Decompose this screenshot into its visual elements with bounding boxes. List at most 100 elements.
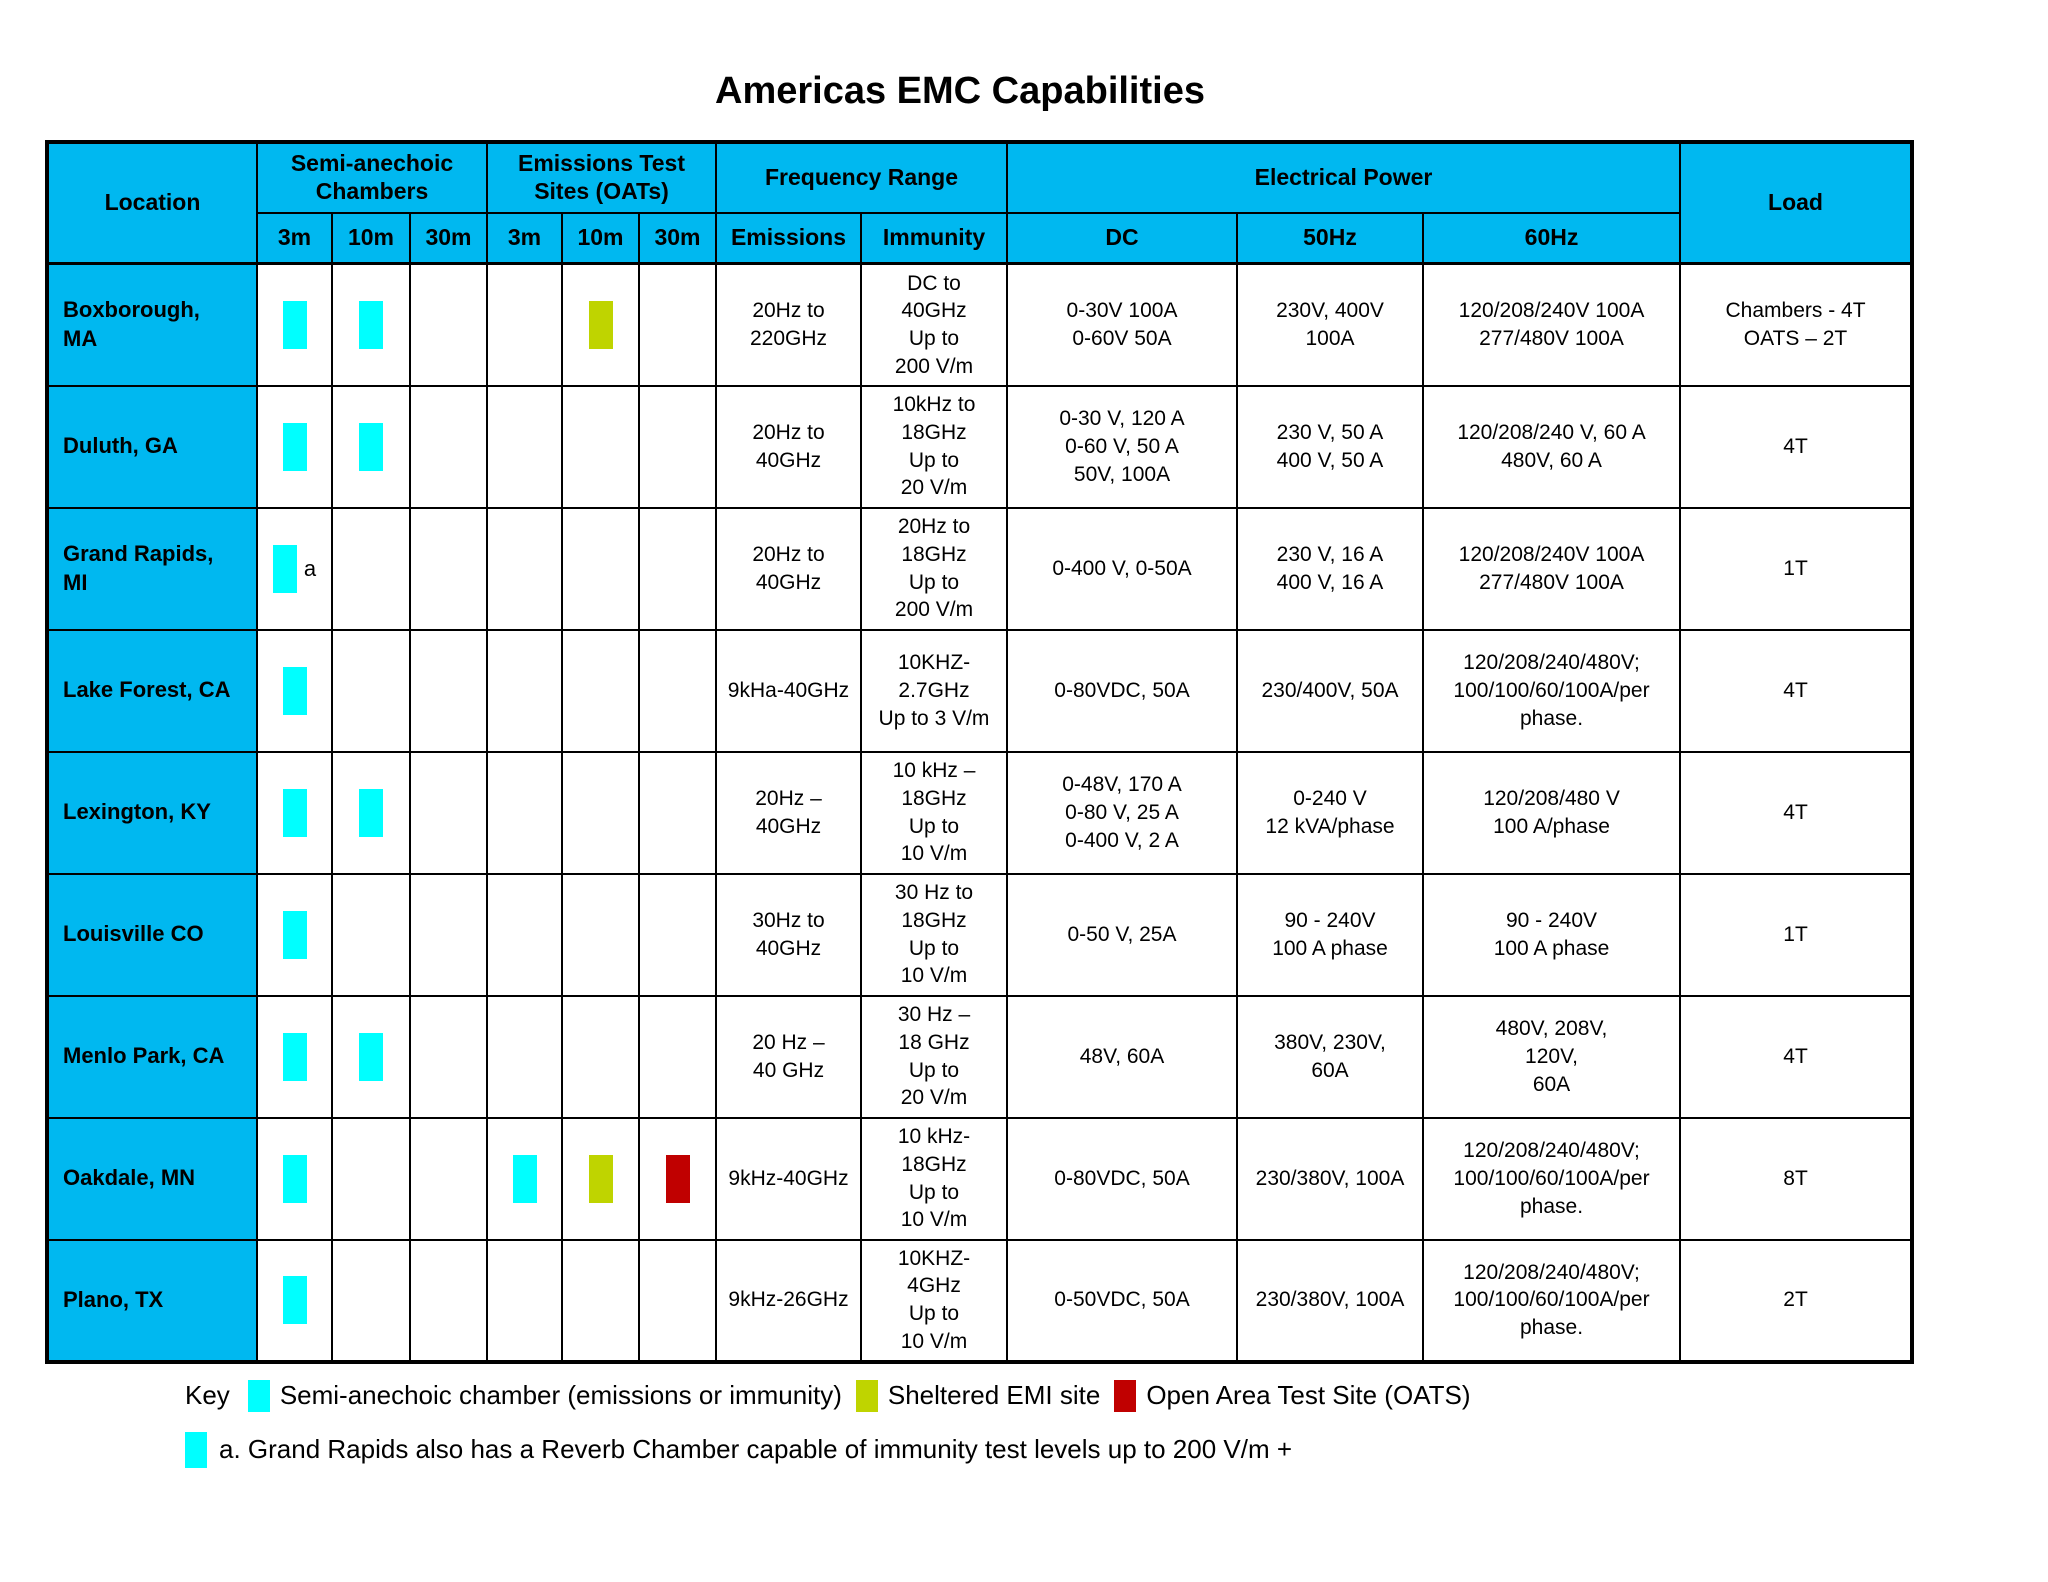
oats-30m-header: 30m [638,211,717,266]
sheltered-emi-marker [588,1154,613,1203]
immunity-cell: 20Hz to 18GHz Up to 200 V/m [860,506,1008,631]
location-cell: Boxborough, MA [46,262,258,387]
dc-header: DC [1006,211,1238,266]
location-cell: Grand Rapids, MI [46,506,258,631]
60hz-cell: 120/208/240 V, 60 A 480V, 60 A [1421,384,1682,509]
legend-key-label: Key [185,1380,230,1411]
oats-30m-cell [638,506,717,631]
emissions-cell: 20Hz – 40GHz [715,750,862,875]
chamber-marker [359,788,383,837]
dc-cell: 0-80VDC, 50A [1006,628,1238,753]
location-cell: Lexington, KY [46,750,258,875]
chamber-marker [272,544,297,593]
oats-10m-cell [561,750,640,875]
location-cell: Plano, TX [46,1238,258,1363]
oats-10m-cell [561,1116,640,1241]
dc-cell: 0-400 V, 0-50A [1006,506,1238,631]
sac-30m-cell [409,1116,488,1241]
60hz-cell: 90 - 240V 100 A phase [1421,872,1682,997]
sac-3m-cell [256,384,333,509]
sac-3m-cell [256,750,333,875]
sac-10m-cell [331,628,411,753]
oats-10m-cell [561,1238,640,1363]
table-row: Louisville CO 30Hz to 40GHz 30 Hz to 18GHz… [46,872,1914,997]
legend-footnote: a. Grand Rapids also has a Reverb Chambe… [185,1430,2048,1470]
oats-3m-cell [486,1238,563,1363]
dc-cell: 0-50VDC, 50A [1006,1238,1238,1363]
load-cell: 4T [1679,750,1914,875]
chamber-marker [282,422,307,471]
sac-3m-cell [256,1116,333,1241]
oats-3m-cell [486,750,563,875]
location-cell: Menlo Park, CA [46,994,258,1119]
load-cell: 4T [1679,628,1914,753]
location-cell: Duluth, GA [46,384,258,509]
sac-30m-header: 30m [409,211,488,266]
50hz-cell: 380V, 230V, 60A [1236,994,1424,1119]
oats-30m-cell [638,628,717,753]
dc-cell: 0-80VDC, 50A [1006,1116,1238,1241]
sac-10m-cell [331,994,411,1119]
page-title: Americas EMC Capabilities [715,70,1205,112]
50hz-header: 50Hz [1236,211,1424,266]
load-cell: 1T [1679,872,1914,997]
table-row: Duluth, GA 20Hz to 40GHz 10kHz to 18GHz Up… [46,384,1914,509]
chamber-marker [282,1032,307,1081]
sac-30m-cell [409,506,488,631]
chamber-marker [282,666,307,715]
sac-3m-cell [256,872,333,997]
immunity-cell: 10KHZ- 2.7GHz Up to 3 V/m [860,628,1008,753]
legend-label: Semi-anechoic chamber (emissions or immu… [279,1380,842,1411]
emissions-cell: 30Hz to 40GHz [715,872,862,997]
dc-cell: 0-50 V, 25A [1006,872,1238,997]
sac-3m-cell [256,1238,333,1363]
oats-10m-cell [561,994,640,1119]
oats-3m-cell [486,262,563,387]
60hz-cell: 120/208/240/480V; 100/100/60/100A/per ph… [1421,628,1682,753]
oats-3m-cell [486,1116,563,1241]
60hz-cell: 120/208/240/480V; 100/100/60/100A/per ph… [1421,1238,1682,1363]
60hz-cell: 120/208/240V 100A 277/480V 100A [1421,506,1682,631]
location-header: Location [46,140,258,266]
table-row: Oakdale, MN 9kHz-40GHz 10 kHz- 18GHz Up to… [46,1116,1914,1241]
sac-3m-cell [256,262,333,387]
50hz-cell: 90 - 240V 100 A phase [1236,872,1424,997]
immunity-cell: 10kHz to 18GHz Up to 20 V/m [860,384,1008,509]
electrical-power-group-header: Electrical Power [1005,140,1682,214]
legend-item: Semi-anechoic chamber (emissions or immu… [234,1379,842,1412]
frequency-range-group-header: Frequency Range [715,140,1008,214]
chamber-marker [512,1154,537,1203]
sac-30m-cell [409,750,488,875]
emc-capabilities-table: Location Semi-anechoic Chambers Emission… [45,139,1915,1364]
chamber-swatch [247,1379,270,1412]
immunity-cell: 10 kHz – 18GHz Up to 10 V/m [860,750,1008,875]
dc-cell: 0-30V 100A 0-60V 50A [1006,262,1238,387]
load-cell: 8T [1679,1116,1914,1241]
oats-30m-cell [638,994,717,1119]
sac-10m-header: 10m [331,211,411,266]
sac-30m-cell [409,628,488,753]
footnote-ref: a [303,555,317,581]
sac-10m-cell [331,384,411,509]
sheltered-emi-marker [588,300,613,349]
60hz-cell: 120/208/240/480V; 100/100/60/100A/per ph… [1421,1116,1682,1241]
emissions-cell: 20 Hz – 40 GHz [715,994,862,1119]
oats-30m-cell [638,750,717,875]
oats-3m-cell [486,872,563,997]
legend-label: Sheltered EMI site [887,1380,1101,1411]
sac-30m-cell [409,1238,488,1363]
dc-cell: 48V, 60A [1006,994,1238,1119]
sac-30m-cell [409,872,488,997]
legend-line: Key Semi-anechoic chamber (emissions or … [185,1376,2048,1416]
emissions-cell: 9kHz-40GHz [715,1116,862,1241]
chamber-marker [282,1276,307,1325]
oats-10m-cell [561,384,640,509]
table-body: Boxborough, MA 20Hz to 220GHz DC to 40GHz … [46,262,1914,1363]
footnote-swatch [185,1431,207,1468]
legend-item: Sheltered EMI site [842,1379,1101,1412]
oats-3m-header: 3m [486,211,563,266]
chamber-marker [359,300,383,349]
oats-3m-cell [486,994,563,1119]
50hz-cell: 230/380V, 100A [1236,1238,1424,1363]
